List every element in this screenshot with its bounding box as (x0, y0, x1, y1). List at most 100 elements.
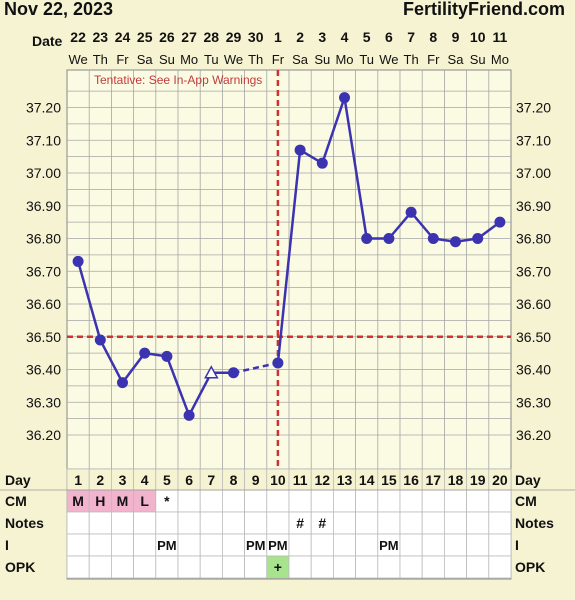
temperature-point (228, 367, 239, 379)
row-label-right: Day (515, 472, 541, 488)
temperature-line (187, 372, 213, 416)
temperature-point (339, 92, 350, 104)
cm-value: M (72, 493, 84, 509)
table-cell (399, 555, 423, 579)
cycle-day: 11 (293, 472, 308, 488)
temperature-point (94, 334, 106, 346)
y-tick-label-left: 36.60 (26, 296, 61, 312)
x-tick-weekday: Mo (180, 52, 198, 67)
x-tick-date: 23 (93, 29, 109, 45)
temperature-point (361, 233, 373, 244)
table-cell (355, 511, 379, 535)
temperature-point (405, 206, 417, 218)
x-tick-weekday: Fr (116, 52, 129, 67)
table-cell (111, 555, 135, 579)
table-cell (133, 511, 157, 535)
y-tick-label-right: 36.30 (516, 394, 551, 410)
x-tick-date: 29 (226, 29, 242, 45)
x-tick-date: 9 (452, 29, 460, 45)
temperature-point (139, 347, 151, 359)
table-cell (488, 533, 512, 557)
y-tick-label-left: 37.20 (26, 100, 61, 116)
site-name[interactable]: FertilityFriend.com (402, 0, 565, 19)
temperature-point (450, 236, 461, 248)
x-tick-weekday: Tu (359, 52, 374, 67)
intercourse-value: PM (157, 538, 177, 553)
table-cell (443, 489, 467, 513)
table-cell (88, 555, 112, 579)
x-tick-weekday: We (68, 52, 87, 67)
x-tick-weekday: Mo (335, 52, 353, 67)
x-tick-date: 27 (181, 29, 197, 45)
cycle-day: 4 (141, 472, 149, 488)
x-tick-weekday: We (379, 52, 398, 67)
table-cell (221, 555, 245, 579)
table-cell (377, 555, 401, 579)
table-cell (221, 533, 245, 557)
table-cell (111, 533, 135, 557)
table-cell (377, 511, 401, 535)
table-cell (266, 511, 290, 535)
y-tick-label-left: 36.70 (26, 263, 61, 279)
cycle-day: 16 (403, 472, 419, 488)
table-cell (466, 489, 490, 513)
temperature-point (427, 233, 439, 244)
x-tick-date: 1 (274, 29, 282, 45)
row-label-right: Notes (515, 515, 554, 531)
table-cell (443, 555, 467, 579)
temperature-point-open (204, 365, 219, 379)
x-tick-weekday: Th (93, 52, 108, 67)
cycle-day: 8 (230, 472, 238, 488)
x-axis-label: Date (32, 33, 63, 49)
temperature-line (76, 261, 102, 341)
table-cell (155, 511, 179, 535)
table-cell (88, 511, 112, 535)
table-cell (111, 511, 135, 535)
table-cell (244, 511, 268, 535)
notes-value: # (318, 515, 326, 531)
x-tick-date: 6 (385, 29, 393, 45)
temperature-line (121, 352, 146, 384)
table-cell (133, 555, 157, 579)
table-cell (399, 511, 423, 535)
table-cell (244, 489, 268, 513)
x-tick-date: 22 (70, 29, 86, 45)
x-tick-date: 5 (363, 29, 371, 45)
cycle-day: 17 (426, 472, 442, 488)
temperature-line (410, 211, 435, 240)
cm-value: H (95, 493, 105, 509)
x-tick-date: 4 (341, 29, 349, 45)
y-tick-label-left: 37.00 (26, 165, 61, 181)
tentative-annotation: Tentative: See In-App Warnings (94, 73, 262, 87)
table-cell (177, 511, 201, 535)
temperature-point (294, 144, 306, 156)
x-tick-weekday: We (224, 52, 243, 67)
table-cell (177, 555, 201, 579)
y-tick-label-left: 36.80 (26, 231, 61, 247)
notes-value: # (296, 515, 304, 531)
cm-value: L (140, 493, 149, 509)
table-cell (288, 489, 312, 513)
table-cell (332, 555, 356, 579)
table-cell (488, 555, 512, 579)
table-cell (377, 489, 401, 513)
row-label-left: I (5, 537, 9, 553)
table-cell (266, 489, 290, 513)
cycle-day: 18 (448, 472, 464, 488)
cycle-day: 10 (270, 472, 286, 488)
temperature-line (276, 149, 302, 364)
x-tick-date: 28 (204, 29, 220, 45)
x-tick-date: 3 (318, 29, 326, 45)
table-cell (488, 511, 512, 535)
table-cell (399, 533, 423, 557)
y-tick-label-right: 37.20 (516, 100, 551, 116)
row-label-left: OPK (5, 559, 35, 575)
y-tick-label-left: 37.10 (26, 132, 61, 148)
x-tick-date: 10 (470, 29, 486, 45)
temperature-point (161, 350, 173, 362)
x-tick-weekday: Fr (427, 52, 440, 67)
x-tick-date: 26 (159, 29, 175, 45)
y-tick-label-left: 36.50 (26, 329, 61, 345)
temperature-line (99, 339, 124, 384)
x-tick-date: 24 (115, 29, 131, 45)
